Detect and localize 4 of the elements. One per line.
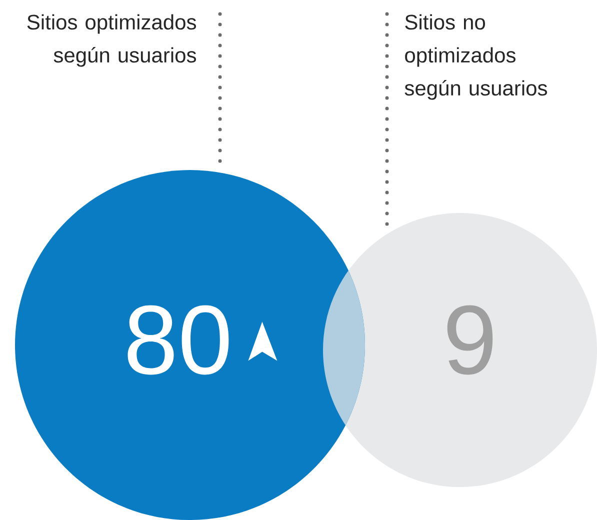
data-label: 80 xyxy=(128,305,229,375)
data-label: 9 xyxy=(447,305,493,375)
category-label: Sitios no optimizados según usuarios xyxy=(404,14,547,100)
category-label: Sitios optimizados según usuarios xyxy=(27,14,196,67)
